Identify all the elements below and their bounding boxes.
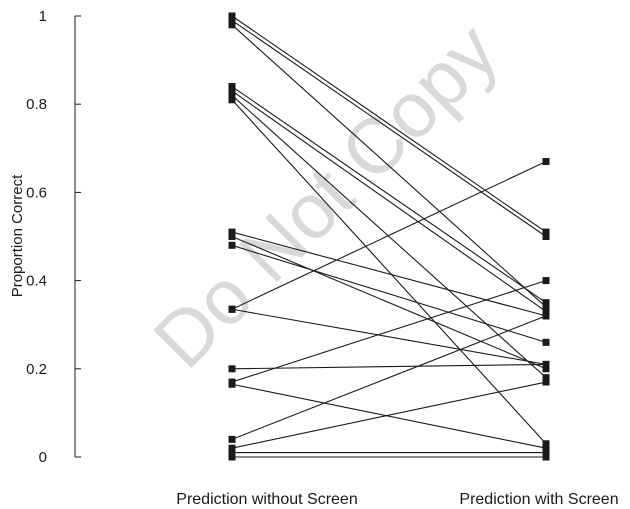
data-point-marker xyxy=(228,241,236,249)
y-tick-label: 0.4 xyxy=(26,273,47,290)
data-point-marker xyxy=(228,83,236,91)
category-label-without-screen: Prediction without Screen xyxy=(176,491,357,508)
series-line xyxy=(231,19,547,237)
data-point-marker xyxy=(228,16,236,24)
data-point-marker xyxy=(542,365,550,373)
series-line xyxy=(231,90,547,312)
series-line xyxy=(231,86,547,304)
data-point-marker xyxy=(542,307,550,315)
series-line xyxy=(231,235,547,370)
series-line xyxy=(231,231,547,317)
series-markers xyxy=(228,12,550,461)
series-line xyxy=(231,244,547,343)
series-line xyxy=(231,308,547,365)
series-line xyxy=(231,161,547,310)
data-point-marker xyxy=(542,312,550,320)
data-point-marker xyxy=(228,365,236,373)
y-axis: 0 0.2 0.4 0.6 0.8 1 xyxy=(26,8,81,466)
series-line xyxy=(231,99,547,445)
data-point-marker xyxy=(228,453,236,461)
data-point-marker xyxy=(542,449,550,457)
series-lines xyxy=(231,15,547,458)
data-point-marker xyxy=(228,435,236,443)
y-tick-label: 0.8 xyxy=(26,96,47,113)
series-line xyxy=(231,24,547,308)
series-line xyxy=(231,383,547,449)
series-line xyxy=(231,363,547,370)
data-point-marker xyxy=(228,449,236,457)
data-point-marker xyxy=(228,228,236,236)
series-line xyxy=(231,381,547,449)
data-point-marker xyxy=(542,440,550,448)
series-line xyxy=(231,94,547,379)
y-tick-label: 0.2 xyxy=(26,361,47,378)
data-point-marker xyxy=(228,87,236,95)
y-tick-label: 1 xyxy=(39,8,47,25)
data-point-marker xyxy=(542,374,550,382)
watermark: Do Not Copy xyxy=(136,6,514,384)
data-point-marker xyxy=(542,453,550,461)
data-point-marker xyxy=(228,21,236,29)
data-point-marker xyxy=(228,444,236,452)
data-point-marker xyxy=(542,233,550,240)
data-point-marker xyxy=(542,303,550,311)
series-line xyxy=(231,315,547,440)
series-line xyxy=(231,15,547,233)
data-point-marker xyxy=(542,228,550,236)
series-line xyxy=(231,280,547,383)
data-point-marker xyxy=(542,299,550,307)
data-point-marker xyxy=(542,444,550,452)
data-point-marker xyxy=(228,380,236,388)
data-point-marker xyxy=(542,277,550,285)
y-tick-label: 0 xyxy=(39,449,47,466)
data-point-marker xyxy=(542,158,550,166)
y-axis-title: Proportion Correct xyxy=(9,174,26,297)
data-point-marker xyxy=(228,12,236,20)
data-point-marker xyxy=(542,378,550,386)
data-point-marker xyxy=(228,96,236,104)
data-point-marker xyxy=(228,91,236,99)
y-tick-label: 0.6 xyxy=(26,184,47,201)
data-point-marker xyxy=(542,338,550,346)
data-point-marker xyxy=(542,360,550,368)
data-point-marker xyxy=(228,233,236,240)
category-label-with-screen: Prediction with Screen xyxy=(459,491,618,508)
data-point-marker xyxy=(228,305,236,313)
